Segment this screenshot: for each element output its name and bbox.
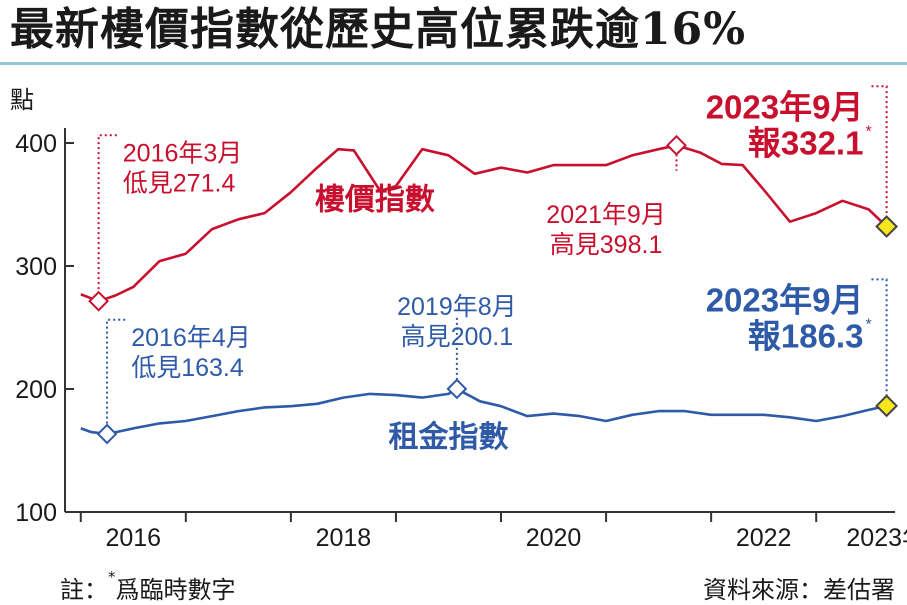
y-tick-label: 100 — [15, 499, 57, 527]
footnote-text: 爲臨時數字 — [115, 576, 236, 604]
annotation-label: 高見200.1 — [401, 323, 514, 351]
footnote: 註：*爲臨時數字 — [60, 568, 236, 605]
x-tick-label: 2016 — [105, 524, 161, 552]
y-tick-label: 300 — [15, 253, 57, 281]
y-tick-label: 400 — [15, 130, 57, 158]
annotation-label: 報186.3 — [748, 317, 864, 354]
footnote-star: * — [108, 568, 116, 586]
annotation-label: 低見163.4 — [131, 354, 244, 382]
data-point-marker — [96, 423, 118, 445]
y-axis-label: 點 — [10, 87, 34, 114]
x-tick-label: 2020 — [526, 524, 582, 552]
annotation-star: * — [865, 316, 871, 333]
annotation-label: 報332.1 — [748, 124, 864, 161]
title-rule — [0, 62, 907, 65]
annotation-label: 2016年3月 — [123, 139, 243, 167]
series-line-1 — [80, 387, 887, 436]
data-point-marker — [875, 394, 899, 418]
series-label: 樓價指數 — [315, 183, 435, 216]
annotation-label: 高見398.1 — [550, 231, 663, 259]
source-note: 資料來源：差估署 — [703, 576, 895, 604]
series-label: 租金指數 — [388, 420, 508, 454]
data-point-marker — [446, 378, 468, 400]
annotation-leader — [106, 318, 126, 425]
chart-title: 最新樓價指數從歷史高位累跌逾16% — [10, 4, 747, 55]
annotation-leader — [871, 85, 888, 217]
series-line-0 — [80, 144, 888, 303]
annotation-label: 2021年9月 — [546, 201, 666, 229]
annotation-star: * — [865, 123, 871, 140]
data-point-marker — [88, 290, 110, 312]
y-tick-label: 200 — [15, 376, 57, 404]
x-tick-label: 2022 — [736, 524, 792, 552]
x-tick-label: 2018 — [316, 524, 372, 552]
annotation-label: 2019年8月 — [397, 293, 517, 321]
footnote-prefix: 註： — [60, 576, 108, 604]
annotation-leader — [97, 134, 117, 292]
x-tick-label: 2023年 — [846, 524, 907, 552]
annotation-label: 低見271.4 — [123, 169, 236, 197]
annotation-leader — [871, 278, 888, 396]
annotation-label: 2023年9月 — [706, 281, 864, 318]
data-point-marker — [666, 134, 687, 156]
annotation-label: 2016年4月 — [131, 324, 251, 352]
data-point-marker — [875, 215, 899, 238]
annotation-label: 2023年9月 — [706, 88, 864, 125]
